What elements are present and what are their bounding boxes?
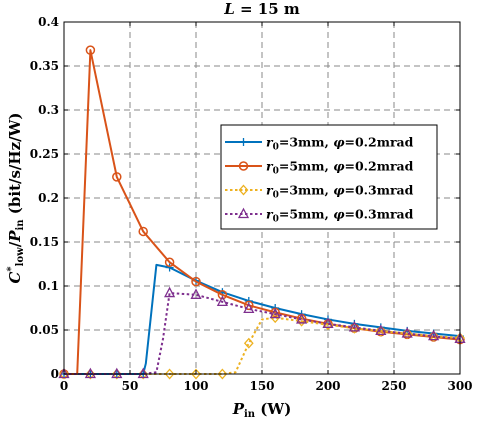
x-tick-label: 200 (315, 379, 340, 393)
x-tick-label: 300 (447, 379, 472, 393)
data-point-marker (216, 295, 228, 306)
y-tick-label: 0.1 (38, 279, 59, 293)
y-tick-label: 0.15 (30, 235, 59, 249)
series-line (64, 292, 461, 375)
data-point-marker (243, 337, 254, 349)
y-tick-label: 0 (51, 367, 59, 381)
data-point-marker (111, 367, 123, 379)
data-point-marker (190, 288, 202, 299)
data-point-marker (428, 329, 440, 341)
data-point-marker (244, 300, 254, 311)
data-point-marker (269, 307, 281, 319)
x-tick-label: 250 (381, 379, 406, 393)
data-point-marker (270, 312, 281, 324)
data-point-marker (191, 368, 201, 380)
data-point-marker (164, 257, 175, 267)
data-point-marker (59, 368, 69, 380)
y-tick-label: 0.3 (38, 103, 59, 117)
legend-items: r0=3mm, φ=0.2mrad r0=5mm, φ=0.2mrad r0=3mm… (225, 135, 414, 225)
chart-title: L = 15 m (223, 0, 300, 18)
data-point-marker (428, 330, 439, 342)
data-point-marker (111, 368, 122, 380)
data-point-marker (165, 263, 174, 272)
x-axis-title: Pin (W) (232, 400, 292, 420)
data-point-marker (85, 368, 96, 380)
legend-label: r0=3mm, φ=0.2mrad (266, 135, 414, 153)
y-tick-label: 0.35 (30, 59, 59, 73)
data-point-marker (191, 276, 201, 287)
data-point-marker (138, 226, 148, 237)
legend-entry: r0=5mm, φ=0.2mrad (225, 159, 414, 177)
data-point-marker (164, 286, 176, 298)
data-point-marker (217, 368, 228, 380)
data-point-marker (238, 184, 249, 196)
data-point-marker (348, 320, 360, 332)
y-axis-title: C*low/Pin (bit/s/Hz/W) (6, 112, 26, 283)
data-point-marker (164, 368, 175, 380)
data-point-marker (375, 325, 386, 337)
y-tick-label: 0.4 (38, 15, 59, 29)
legend-entry: r0=3mm, φ=0.2mrad (225, 135, 414, 153)
data-point-marker (402, 328, 413, 339)
y-tick-label: 0.25 (30, 147, 59, 161)
x-tick-label: 0 (60, 379, 68, 393)
legend-entry: r0=5mm, φ=0.3mrad (225, 207, 414, 225)
data-point-marker (85, 45, 96, 55)
data-point-marker (239, 138, 248, 146)
data-point-marker (238, 161, 249, 171)
data-point-marker (375, 324, 387, 336)
data-point-marker (58, 367, 70, 379)
data-point-marker (296, 313, 308, 324)
legend-entry: r0=3mm, φ=0.3mrad (225, 183, 414, 201)
y-tick-label: 0.2 (38, 191, 59, 205)
data-point-marker (237, 207, 250, 219)
data-point-marker (112, 172, 122, 182)
x-tick-label: 150 (249, 379, 274, 393)
legend-label: r0=5mm, φ=0.3mrad (266, 207, 414, 225)
x-tick-label: 100 (183, 379, 208, 393)
legend: r0=3mm, φ=0.2mrad r0=5mm, φ=0.2mrad r0=3mm… (220, 124, 438, 230)
data-point-marker (84, 367, 96, 379)
series-line (64, 316, 461, 375)
data-point-marker (243, 302, 255, 314)
data-point-marker (401, 327, 413, 338)
legend-label: r0=3mm, φ=0.3mrad (266, 183, 414, 201)
legend-label: r0=5mm, φ=0.2mrad (266, 159, 414, 177)
series-4 (58, 286, 466, 379)
data-point-marker (217, 290, 228, 300)
data-point-marker (137, 367, 149, 379)
x-tick-label: 50 (122, 379, 139, 393)
y-tick-label: 0.05 (30, 323, 59, 337)
data-point-marker (138, 368, 149, 380)
ticks: 0 50 100 150 200 250 300 0 0.05 0.1 0.15 0.2 0.25 0.3… (30, 15, 473, 393)
data-point-marker (322, 317, 334, 328)
